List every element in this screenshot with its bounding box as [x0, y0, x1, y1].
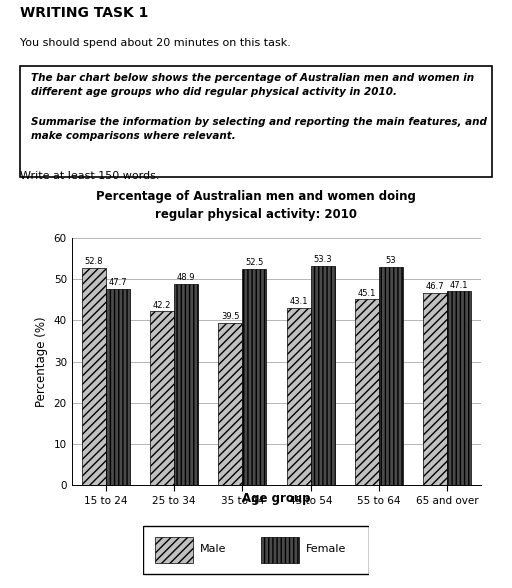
- Text: 52.5: 52.5: [245, 258, 264, 268]
- Bar: [150, 312, 174, 485]
- Text: 45.1: 45.1: [358, 289, 376, 298]
- Text: 43.1: 43.1: [289, 297, 308, 306]
- Text: 48.9: 48.9: [177, 273, 195, 282]
- Bar: [423, 293, 447, 485]
- Text: The bar chart below shows the percentage of Australian men and women in
differen: The bar chart below shows the percentage…: [31, 74, 474, 98]
- Text: Percentage of Australian men and women doing
regular physical activity: 2010: Percentage of Australian men and women d…: [96, 190, 416, 221]
- FancyBboxPatch shape: [143, 526, 369, 574]
- Bar: [379, 267, 403, 485]
- Bar: [155, 536, 193, 563]
- Text: 39.5: 39.5: [221, 312, 240, 321]
- Bar: [287, 308, 311, 485]
- Text: 47.1: 47.1: [450, 280, 468, 290]
- Text: Summarise the information by selecting and reporting the main features, and
make: Summarise the information by selecting a…: [31, 116, 486, 141]
- Y-axis label: Percentage (%): Percentage (%): [35, 316, 48, 407]
- Text: 53: 53: [386, 256, 396, 265]
- Text: 46.7: 46.7: [426, 282, 444, 291]
- Bar: [82, 268, 106, 485]
- Bar: [106, 289, 130, 485]
- Bar: [311, 266, 334, 485]
- Bar: [447, 291, 471, 485]
- Text: Male: Male: [200, 544, 226, 554]
- Bar: [261, 536, 299, 563]
- Bar: [219, 322, 242, 485]
- Bar: [242, 269, 266, 485]
- Text: Write at least 150 words.: Write at least 150 words.: [20, 171, 160, 181]
- Text: Female: Female: [306, 544, 346, 554]
- Text: 42.2: 42.2: [153, 300, 172, 310]
- Text: WRITING TASK 1: WRITING TASK 1: [20, 6, 149, 19]
- Text: Age group: Age group: [242, 492, 311, 505]
- Text: 53.3: 53.3: [313, 255, 332, 264]
- FancyBboxPatch shape: [20, 66, 492, 177]
- Bar: [355, 299, 379, 485]
- Text: 47.7: 47.7: [109, 278, 127, 287]
- Text: 52.8: 52.8: [84, 257, 103, 266]
- Text: You should spend about 20 minutes on this task.: You should spend about 20 minutes on thi…: [20, 38, 291, 48]
- Bar: [174, 284, 198, 485]
